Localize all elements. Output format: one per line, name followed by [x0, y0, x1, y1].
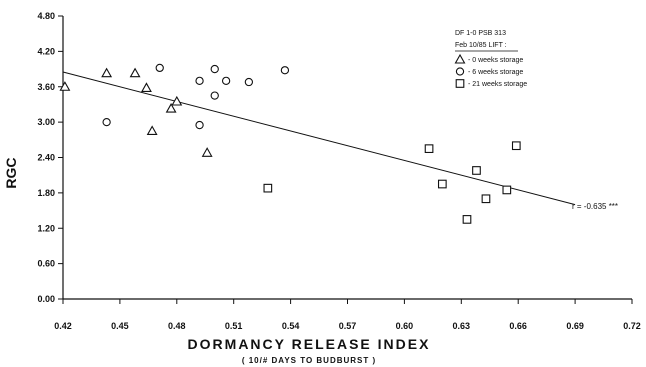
data-point-triangle — [165, 102, 177, 113]
data-point-triangle — [101, 67, 113, 78]
data-point-square — [263, 183, 273, 193]
data-point-triangle — [141, 82, 152, 92]
data-point-square — [502, 185, 512, 195]
axes — [62, 16, 632, 300]
data-point-circle — [155, 63, 164, 73]
data-point-triangle — [201, 147, 213, 157]
data-point-triangle — [129, 67, 141, 78]
legend-header-line-1: DF 1-0 PSB 313 — [455, 30, 506, 37]
data-point-circle — [244, 77, 254, 87]
legend-header-line-2: Feb 10/85 LIFT : — [455, 42, 507, 49]
x-tick-label: 0.69 — [566, 321, 584, 331]
x-axis-title: DORMANCY RELEASE INDEX — [188, 336, 431, 352]
y-tick-label: 4.20 — [37, 46, 55, 56]
data-point-square — [424, 144, 434, 154]
data-point-triangle — [59, 81, 71, 91]
x-tick-label: 0.45 — [111, 321, 129, 331]
y-tick-label: 1.80 — [37, 188, 55, 198]
x-tick-label: 0.51 — [225, 321, 243, 331]
data-point-square — [472, 166, 481, 175]
data-point-square — [462, 215, 472, 224]
legend: DF 1-0 PSB 313 Feb 10/85 LIFT : - 0 week… — [454, 30, 527, 88]
data-point-circle — [195, 76, 204, 86]
data-point-circle — [210, 91, 219, 100]
x-axis-subtitle: ( 10/# DAYS TO BUDBURST ) — [242, 356, 376, 365]
y-tick-label: 1.20 — [37, 223, 55, 233]
data-points — [59, 63, 521, 224]
legend-marker-circle — [455, 67, 465, 76]
legend-entry-label: - 21 weeks storage — [468, 81, 527, 88]
y-axis-ticks: 0.00 0.60 1.20 1.80 2.40 3.00 3.60 4.20 4.80 — [37, 11, 63, 304]
x-tick-label: 0.54 — [282, 321, 300, 331]
legend-marker-triangle — [454, 53, 466, 64]
data-point-circle — [210, 64, 219, 74]
y-tick-label: 0.60 — [37, 259, 55, 269]
x-tick-label: 0.57 — [339, 321, 357, 331]
legend-entry-label: - 0 weeks storage — [468, 57, 523, 64]
x-tick-label: 0.63 — [453, 321, 471, 331]
legend-items: - 0 weeks storage - 6 weeks storage - 21 w… — [454, 53, 527, 88]
correlation-annotation: r = -0.635 *** — [572, 202, 618, 211]
y-tick-label: 0.00 — [37, 294, 55, 304]
x-axis-ticks: 0.42 0.45 0.48 0.51 0.54 0.57 0.60 0.63 0.66 0.69… — [54, 299, 641, 331]
x-tick-label: 0.42 — [54, 321, 72, 331]
y-tick-label: 4.80 — [37, 11, 55, 21]
y-tick-label: 3.00 — [37, 117, 55, 127]
data-point-circle — [102, 117, 111, 127]
x-tick-label: 0.60 — [396, 321, 414, 331]
data-point-square — [511, 141, 521, 151]
regression-line — [62, 71, 576, 206]
x-tick-label: 0.48 — [168, 321, 186, 331]
data-point-triangle — [171, 95, 183, 106]
y-tick-label: 2.40 — [37, 153, 55, 163]
data-point-circle — [195, 120, 204, 130]
x-tick-label: 0.66 — [509, 321, 527, 331]
data-point-square — [437, 179, 447, 189]
y-tick-label: 3.60 — [37, 82, 55, 92]
legend-marker-square — [455, 79, 465, 88]
data-point-square — [481, 194, 491, 204]
legend-entry-label: - 6 weeks storage — [468, 69, 523, 76]
x-tick-label: 0.72 — [623, 321, 641, 331]
data-point-circle — [280, 66, 290, 75]
data-point-triangle — [146, 125, 158, 136]
y-axis-title: RGC — [3, 157, 19, 188]
data-point-circle — [221, 76, 231, 86]
